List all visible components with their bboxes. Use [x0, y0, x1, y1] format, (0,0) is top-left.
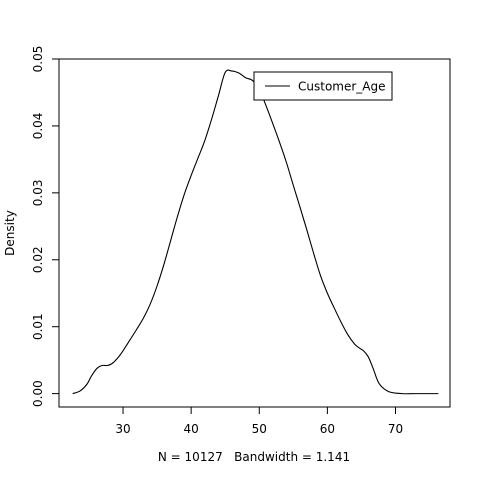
y-axis-label: Density — [3, 210, 17, 256]
y-tick-label: 0.00 — [31, 380, 45, 407]
y-tick-label: 0.02 — [31, 246, 45, 273]
x-tick-label: 40 — [184, 422, 199, 436]
x-axis-label: N = 10127 Bandwidth = 1.141 — [158, 450, 350, 464]
x-tick-label: 50 — [252, 422, 267, 436]
legend: Customer_Age — [253, 71, 393, 101]
y-axis: 0.00 0.01 0.02 0.03 0.04 0.05 — [31, 46, 60, 407]
y-tick-label: 0.05 — [31, 46, 45, 73]
y-tick-label: 0.01 — [31, 313, 45, 340]
legend-label: Customer_Age — [298, 80, 386, 94]
series-layer — [72, 69, 439, 395]
y-tick-label: 0.03 — [31, 179, 45, 206]
x-tick-label: 70 — [388, 422, 403, 436]
x-tick-label: 60 — [320, 422, 335, 436]
x-axis: 30 40 50 60 70 — [115, 406, 403, 436]
legend-box — [253, 71, 393, 101]
density-curve-line — [72, 69, 439, 395]
x-tick-label: 30 — [115, 422, 130, 436]
y-tick-label: 0.04 — [31, 113, 45, 140]
